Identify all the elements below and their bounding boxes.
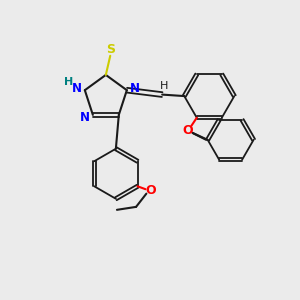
Text: H: H: [160, 81, 168, 91]
Text: O: O: [183, 124, 193, 137]
Text: O: O: [146, 184, 156, 197]
Text: N: N: [80, 111, 90, 124]
Text: N: N: [72, 82, 82, 95]
Text: N: N: [130, 82, 140, 95]
Text: S: S: [106, 43, 115, 56]
Text: H: H: [64, 77, 73, 87]
